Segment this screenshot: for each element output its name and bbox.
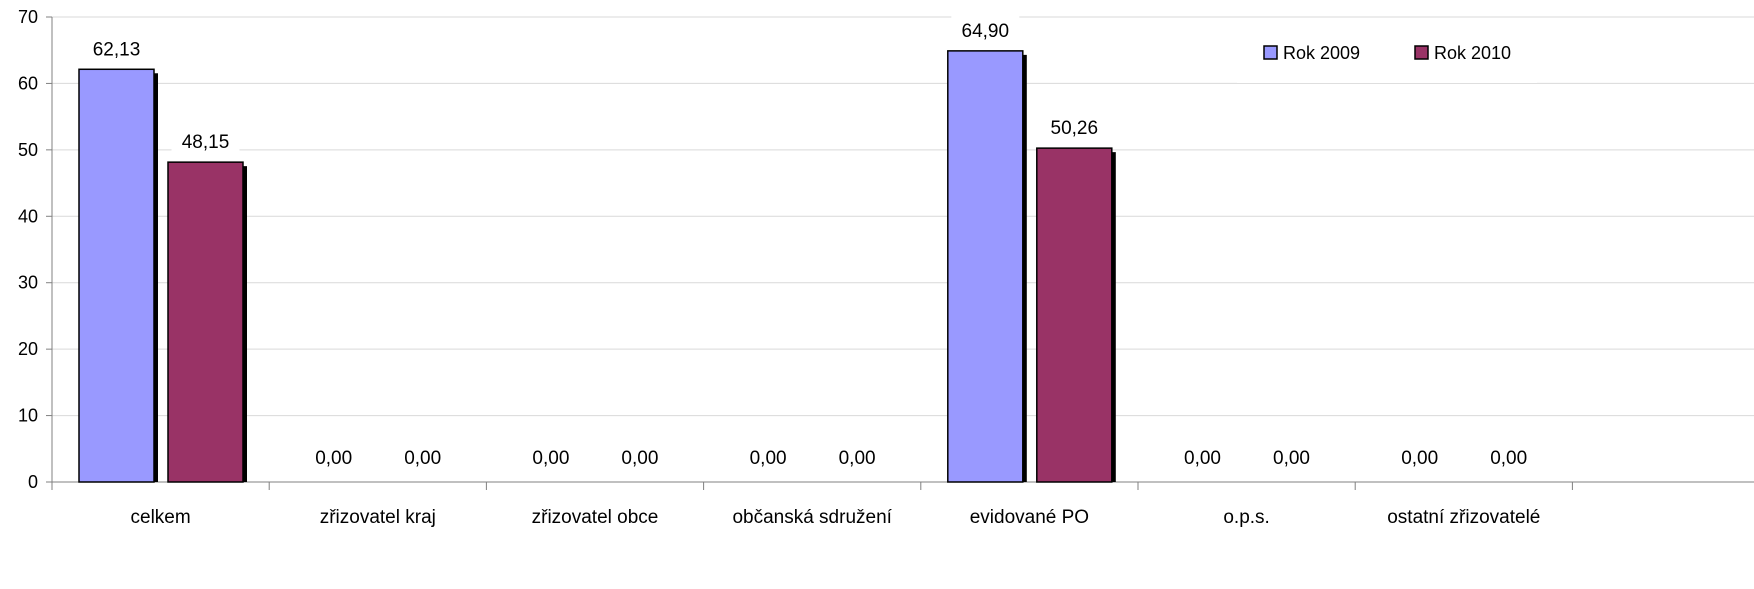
data-label: 0,00 — [1184, 448, 1221, 469]
data-label-bg — [1040, 113, 1109, 142]
data-label: 0,00 — [315, 448, 352, 469]
legend: Rok 2009 Rok 2010 — [1237, 27, 1537, 83]
x-category-label: zřizovatel obce — [532, 507, 659, 528]
y-tick-label: 30 — [18, 273, 38, 293]
data-label: 0,00 — [404, 448, 441, 469]
data-label-bg — [951, 15, 1020, 44]
axes: 0 10 20 30 40 50 60 70 celkem zřizovatel kraj zřiz… — [18, 7, 1754, 528]
data-label: 48,15 — [182, 132, 230, 153]
y-tick-label: 40 — [18, 206, 38, 226]
y-tick-label: 50 — [18, 140, 38, 160]
y-tick-label: 60 — [18, 73, 38, 93]
data-label: 64,90 — [962, 21, 1010, 42]
data-labels: 62,13 0,00 0,00 0,00 64,90 0,00 0,00 48,15 0,00 0… — [82, 15, 1527, 469]
data-label: 0,00 — [621, 448, 658, 469]
x-category-label: o.p.s. — [1223, 507, 1269, 528]
y-tick-label: 20 — [18, 339, 38, 359]
legend-swatch — [1263, 45, 1278, 60]
data-label: 0,00 — [839, 448, 876, 469]
legend-swatch — [1414, 45, 1429, 60]
data-label: 62,13 — [93, 39, 141, 60]
legend-label: Rok 2010 — [1434, 43, 1511, 63]
x-category-label: ostatní zřizovatelé — [1387, 507, 1540, 528]
data-label: 0,00 — [1273, 448, 1310, 469]
y-tick-label: 0 — [28, 472, 38, 492]
bar — [1036, 147, 1113, 483]
data-label: 50,26 — [1051, 118, 1099, 139]
bars — [78, 50, 1116, 483]
data-label: 0,00 — [1490, 448, 1527, 469]
legend-box — [1237, 27, 1537, 83]
data-label: 0,00 — [532, 448, 569, 469]
x-category-label: evidované PO — [970, 507, 1089, 528]
bar — [947, 50, 1024, 483]
x-category-label: zřizovatel kraj — [320, 507, 436, 528]
data-label-bg — [171, 127, 240, 156]
bar — [167, 161, 244, 483]
x-category-label: celkem — [131, 507, 191, 528]
legend-label: Rok 2009 — [1283, 43, 1360, 63]
y-tick-label: 70 — [18, 7, 38, 27]
data-label: 0,00 — [1401, 448, 1438, 469]
gridlines — [52, 16, 1754, 417]
y-tick-label: 10 — [18, 406, 38, 426]
data-label: 0,00 — [750, 448, 787, 469]
data-label-bg — [82, 34, 151, 63]
bar — [78, 68, 155, 483]
x-category-label: občanská sdružení — [732, 507, 892, 528]
